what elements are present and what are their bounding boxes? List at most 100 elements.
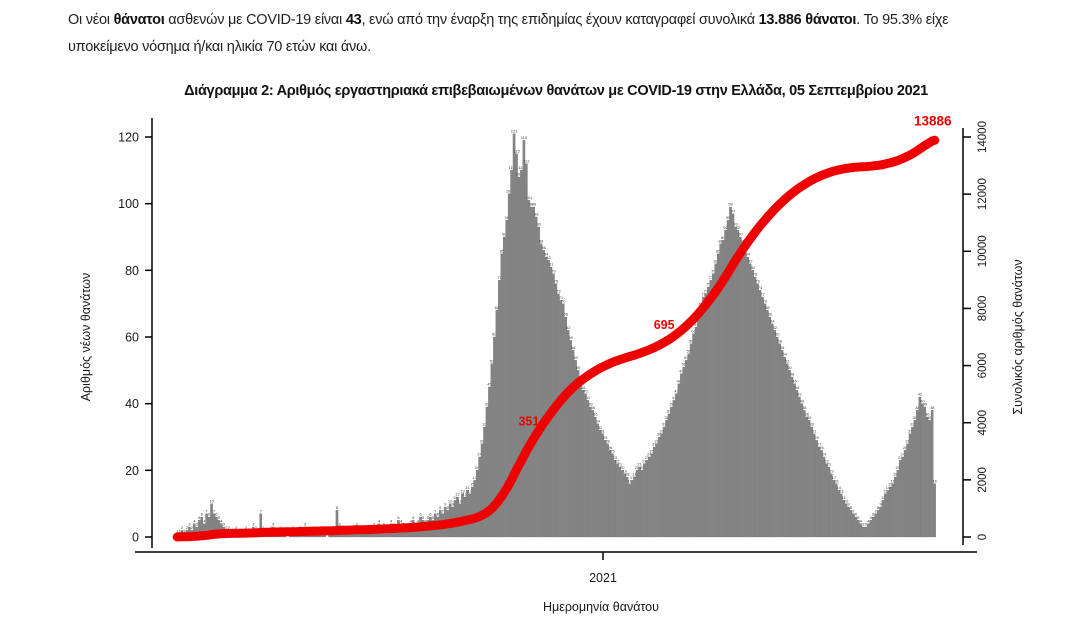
bar-value-label: 13 bbox=[883, 488, 888, 493]
daily-deaths-bar bbox=[461, 493, 464, 538]
bar-value-label: 93 bbox=[733, 222, 738, 227]
bar-value-label: 2 bbox=[181, 525, 184, 530]
daily-deaths-bar bbox=[618, 466, 622, 538]
bar-value-label: 5 bbox=[870, 515, 873, 520]
daily-deaths-bar bbox=[712, 273, 715, 538]
daily-deaths-bar bbox=[581, 390, 585, 538]
left-axis-tick-label: 100 bbox=[118, 197, 139, 211]
daily-deaths-bar bbox=[561, 303, 565, 538]
daily-deaths-bar bbox=[684, 360, 688, 538]
bar-value-label: 68 bbox=[765, 305, 770, 310]
bar-value-label: 33 bbox=[482, 422, 487, 427]
bar-value-label: 2 bbox=[225, 525, 228, 530]
daily-deaths-bar bbox=[505, 220, 508, 538]
bar-value-label: 66 bbox=[564, 312, 569, 317]
daily-deaths-bar bbox=[847, 506, 850, 538]
daily-deaths-bar bbox=[901, 456, 904, 538]
daily-deaths-bar bbox=[923, 406, 927, 538]
daily-deaths-bar bbox=[874, 513, 877, 538]
daily-deaths-bar bbox=[825, 463, 828, 538]
bar-value-label: 2 bbox=[269, 525, 272, 530]
daily-deaths-bar bbox=[835, 483, 838, 538]
daily-deaths-bar bbox=[839, 493, 843, 538]
daily-deaths-bar bbox=[687, 353, 690, 538]
intro-text: υποκείμενο νόσημα ή/και ηλικία 70 ετών κ… bbox=[68, 39, 371, 55]
bar-value-label: 16 bbox=[834, 478, 839, 483]
bar-value-label: 82 bbox=[748, 258, 753, 263]
left-axis-tick-label: 0 bbox=[132, 531, 139, 545]
daily-deaths-bar bbox=[606, 443, 609, 538]
left-axis-tick-label: 120 bbox=[118, 131, 139, 145]
bar-value-label: 5 bbox=[857, 515, 860, 520]
bar-value-label: 9 bbox=[847, 502, 850, 507]
bar-value-label: 33 bbox=[662, 422, 667, 427]
daily-deaths-bar bbox=[773, 330, 777, 538]
bar-value-label: 17 bbox=[832, 475, 837, 480]
intro-paragraph: Οι νέοι θάνατοι ασθενών με COVID-19 είνα… bbox=[68, 7, 1068, 61]
cumulative-deaths-line bbox=[172, 135, 940, 542]
daily-deaths-bar bbox=[766, 310, 769, 538]
daily-deaths-bar bbox=[704, 293, 708, 538]
bar-value-label: 53 bbox=[684, 355, 689, 360]
bar-value-label: 1 bbox=[178, 528, 181, 533]
daily-deaths-bar bbox=[702, 296, 705, 538]
bar-value-label: 7 bbox=[875, 508, 878, 513]
bar-value-label: 50 bbox=[576, 365, 581, 370]
bar-value-label: 17 bbox=[473, 475, 478, 480]
daily-deaths-bar bbox=[603, 440, 607, 538]
daily-deaths-bar bbox=[259, 513, 262, 538]
daily-deaths-bar bbox=[741, 243, 745, 538]
bar-value-label: 36 bbox=[593, 412, 598, 417]
intro-text: ασθενών με COVID-19 είναι bbox=[164, 12, 346, 28]
chart-title: Διάγραμμα 2: Αριθμός εργαστηριακά επιβεβ… bbox=[184, 83, 928, 99]
bar-value-label: 4 bbox=[390, 518, 393, 523]
bar-value-label: 46 bbox=[792, 378, 797, 383]
bar-value-label: 1 bbox=[183, 528, 186, 533]
daily-deaths-bar bbox=[795, 390, 799, 538]
daily-deaths-bar bbox=[862, 526, 865, 538]
bar-value-label: 85 bbox=[500, 248, 505, 253]
daily-deaths-bar bbox=[576, 370, 580, 538]
bar-value-label: 4 bbox=[378, 518, 381, 523]
daily-deaths-bar bbox=[746, 256, 749, 538]
bar-value-label: 6 bbox=[429, 512, 432, 517]
bar-value-label: 15 bbox=[470, 482, 475, 487]
daily-deaths-bar bbox=[721, 240, 725, 538]
bar-value-label: 2 bbox=[262, 525, 265, 530]
daily-deaths-bar bbox=[549, 266, 553, 538]
daily-deaths-bar bbox=[812, 433, 816, 538]
bar-value-label: 3 bbox=[252, 522, 255, 527]
bar-value-label: 70 bbox=[561, 298, 566, 303]
daily-deaths-bar bbox=[515, 153, 518, 538]
bar-value-label: 4 bbox=[400, 518, 403, 523]
bar-value-label: 85 bbox=[716, 248, 721, 253]
daily-deaths-bar bbox=[852, 513, 855, 538]
daily-deaths-bar bbox=[517, 176, 521, 538]
bar-value-label: 24 bbox=[477, 452, 482, 457]
bar-value-label: 40 bbox=[920, 398, 925, 403]
bar-value-label: 55 bbox=[686, 348, 691, 353]
bar-value-label: 8 bbox=[447, 505, 450, 510]
bar-value-label: 54 bbox=[782, 352, 787, 357]
bar-value-label: 10 bbox=[458, 498, 463, 503]
bar-value-label: 6 bbox=[215, 512, 218, 517]
daily-deaths-bar bbox=[675, 393, 678, 538]
daily-deaths-bar bbox=[849, 510, 853, 538]
bar-value-label: 33 bbox=[809, 422, 814, 427]
bar-value-label: 22 bbox=[615, 458, 620, 463]
bar-value-label: 22 bbox=[642, 458, 647, 463]
bar-value-label: 43 bbox=[674, 388, 679, 393]
bar-value-label: 1 bbox=[176, 528, 179, 533]
daily-deaths-bar bbox=[569, 340, 572, 538]
bar-value-label: 7 bbox=[213, 508, 216, 513]
bar-value-label: 58 bbox=[689, 338, 694, 343]
bar-value-label: 24 bbox=[822, 452, 827, 457]
daily-deaths-bar bbox=[729, 206, 732, 538]
daily-deaths-bar bbox=[889, 486, 892, 538]
bar-value-label: 61 bbox=[691, 328, 696, 333]
bar-value-label: 8 bbox=[439, 505, 442, 510]
bar-value-label: 6 bbox=[420, 512, 423, 517]
daily-deaths-bar bbox=[370, 533, 373, 538]
bar-value-label: 26 bbox=[819, 445, 824, 450]
daily-deaths-bar bbox=[854, 516, 858, 538]
